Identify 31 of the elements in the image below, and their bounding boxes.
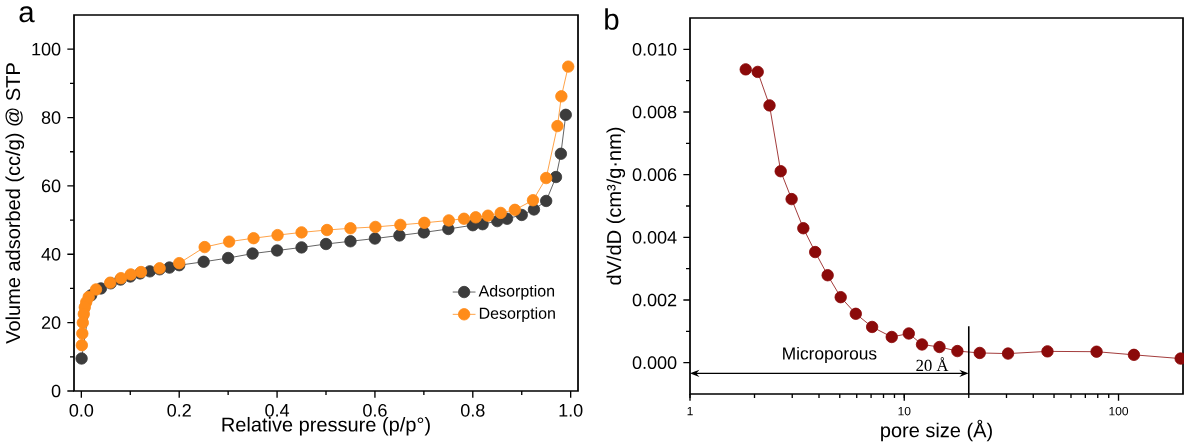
- x-tick-label: 1: [687, 406, 693, 416]
- legend-label: Desorption: [479, 307, 555, 323]
- x-tick-label: 0.0: [69, 403, 94, 417]
- y-tick-label: 0.008: [632, 105, 677, 119]
- y-tick-label: 40: [41, 247, 61, 261]
- legend-label: Adsorption: [478, 284, 555, 300]
- y-tick-label: 0.000: [632, 356, 677, 370]
- x-tick-label: 0.2: [167, 403, 191, 417]
- chart-title: b: [605, 8, 619, 30]
- annotation: Microporous: [783, 346, 877, 364]
- y-tick-label: 80: [41, 111, 61, 124]
- x-axis-title: pore size (Å): [881, 419, 992, 442]
- y-tick-label: 20: [41, 316, 61, 329]
- x-tick-label: 0.4: [265, 403, 290, 417]
- y-tick-label: 100: [32, 42, 61, 56]
- x-axis-title: Relative pressure (p/p°): [222, 416, 430, 436]
- x-tick-label: 0.6: [363, 403, 387, 417]
- y-tick-label: 0.006: [632, 168, 677, 182]
- y-tick-label: 0: [51, 384, 61, 398]
- ref-line-label: 20 Å: [916, 357, 949, 372]
- y-tick-label: 60: [41, 179, 61, 193]
- y-axis-title: dV/dD (cm³/g·nm): [606, 127, 626, 285]
- x-tick-label: 1.0: [559, 403, 583, 417]
- chart-title: a: [19, 6, 35, 23]
- x-tick-label: 0.8: [461, 403, 485, 417]
- y-axis-title: Volume adsorbed (cc/g) @ STP: [5, 63, 25, 344]
- y-tick-label: 0.002: [632, 293, 677, 307]
- y-tick-label: 0.004: [632, 230, 677, 244]
- x-tick-label: 10: [898, 406, 911, 416]
- x-tick-label: 100: [1109, 406, 1129, 416]
- y-tick-label: 0.010: [632, 42, 677, 56]
